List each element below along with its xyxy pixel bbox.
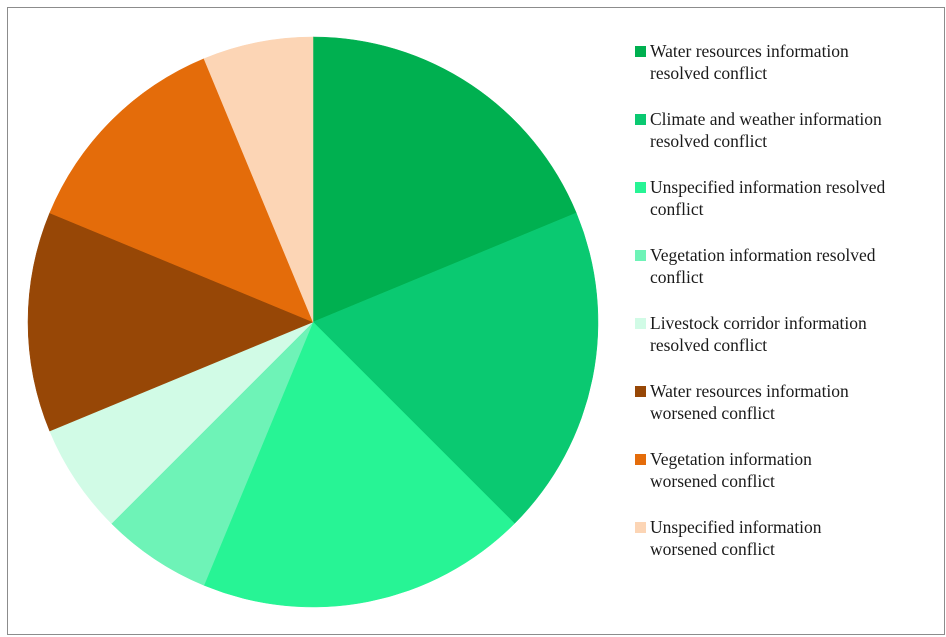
legend-swatch xyxy=(635,46,646,57)
pie-slice-3 xyxy=(203,321,515,608)
legend-swatch xyxy=(635,250,646,261)
legend-swatch xyxy=(635,386,646,397)
legend-swatch xyxy=(635,182,646,193)
legend-label: Vegetation information worsened conflict xyxy=(650,449,812,491)
legend-label: Climate and weather information resolved … xyxy=(650,109,882,151)
legend-label: Unspecified information worsened conflict xyxy=(650,517,822,559)
legend-label: Water resources information worsened conf… xyxy=(650,381,849,423)
pie-slice-7 xyxy=(49,58,314,323)
pie-slice-8 xyxy=(203,36,314,323)
legend-swatch xyxy=(635,522,646,533)
pie-slices xyxy=(27,36,599,608)
legend-label: Livestock corridor information resolved c… xyxy=(650,313,867,355)
legend-label: Unspecified information resolved conflict xyxy=(650,177,886,219)
legend-swatch xyxy=(635,318,646,329)
pie-slice-2 xyxy=(312,212,599,524)
legend-label: Water resources information resolved conf… xyxy=(650,41,849,83)
pie-slice-1 xyxy=(312,36,577,323)
legend-label: Vegetation information resolved conflict xyxy=(650,245,876,287)
pie-slice-6 xyxy=(27,212,314,432)
legend-swatch xyxy=(635,114,646,125)
legend-swatch xyxy=(635,454,646,465)
